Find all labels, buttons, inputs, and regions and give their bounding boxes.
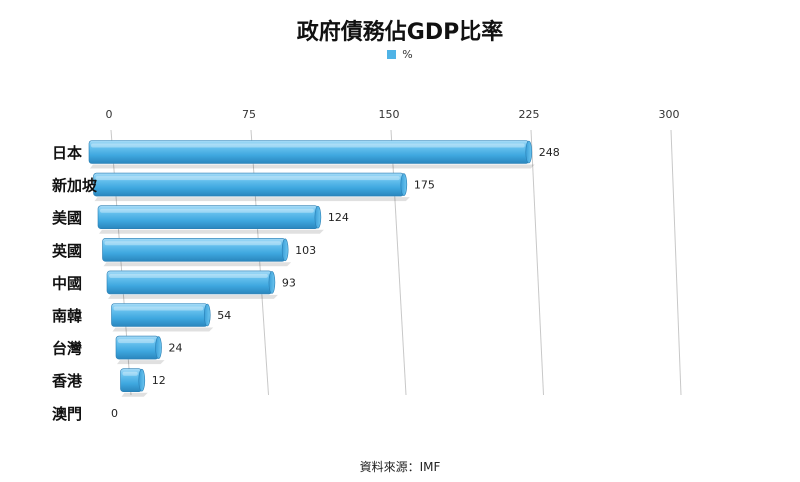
category-label: 美國 xyxy=(52,209,82,227)
bar xyxy=(93,172,410,202)
tick-layer: 0 75 150 225 300 xyxy=(106,108,680,121)
category-label: 澳門 xyxy=(52,405,82,423)
data-label: 103 xyxy=(295,244,316,257)
category-label: 南韓 xyxy=(52,307,82,325)
bar xyxy=(111,303,214,332)
category-label: 香港 xyxy=(52,372,83,390)
x-tick-label: 150 xyxy=(379,108,400,121)
bar xyxy=(97,205,324,234)
bar xyxy=(102,238,292,267)
data-label: 0 xyxy=(111,407,118,420)
legend: % xyxy=(0,48,800,61)
gridline xyxy=(390,129,407,396)
chart-title: 政府債務佔GDP比率 xyxy=(296,20,504,45)
gridline xyxy=(670,129,682,396)
label-layer: 248 175 124 103 93 54 24 12 0 xyxy=(111,146,560,420)
legend-label: % xyxy=(402,48,413,61)
legend-swatch xyxy=(387,50,397,59)
data-label: 12 xyxy=(152,374,166,387)
source-note: 資料來源：IMF xyxy=(359,460,441,474)
gridline xyxy=(530,129,544,396)
category-label: 中國 xyxy=(52,274,82,292)
data-label: 24 xyxy=(169,342,183,355)
x-tick-label: 0 xyxy=(106,108,113,121)
x-tick-label: 75 xyxy=(242,108,256,121)
x-tick-label: 300 xyxy=(659,108,680,121)
data-label: 124 xyxy=(328,211,349,224)
category-label: 英國 xyxy=(52,242,82,260)
bar xyxy=(115,335,165,365)
category-label: 新加坡 xyxy=(52,177,97,195)
bar xyxy=(106,270,278,299)
category-label: 台灣 xyxy=(52,340,82,358)
data-label: 54 xyxy=(217,309,231,322)
data-label: 93 xyxy=(282,276,296,289)
x-tick-label: 225 xyxy=(519,108,540,121)
category-label: 日本 xyxy=(52,144,82,162)
data-label: 248 xyxy=(539,146,560,159)
bar-layer xyxy=(88,140,535,397)
data-label: 175 xyxy=(414,179,435,192)
bar xyxy=(120,368,148,397)
bar xyxy=(88,140,535,169)
